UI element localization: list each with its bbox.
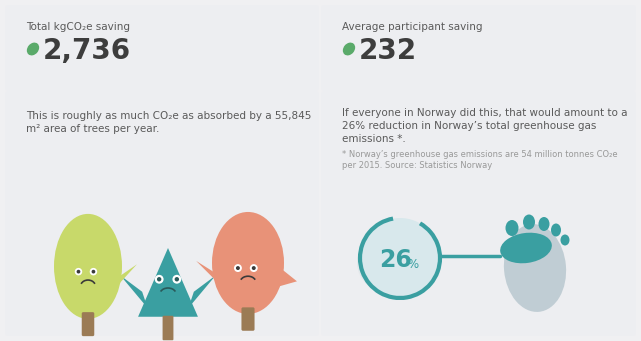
Text: 2,736: 2,736 xyxy=(43,37,131,65)
Circle shape xyxy=(157,277,162,281)
Circle shape xyxy=(174,277,179,281)
FancyBboxPatch shape xyxy=(321,5,636,91)
Text: m² area of trees per year.: m² area of trees per year. xyxy=(26,124,160,134)
Text: Average participant saving: Average participant saving xyxy=(342,22,483,32)
Text: 26% reduction in Norway’s total greenhouse gas: 26% reduction in Norway’s total greenhou… xyxy=(342,121,596,131)
Text: If everyone in Norway did this, that would amount to a: If everyone in Norway did this, that wou… xyxy=(342,108,628,118)
Text: per 2015. Source: Statistics Norway: per 2015. Source: Statistics Norway xyxy=(342,161,492,170)
Ellipse shape xyxy=(538,217,549,231)
Circle shape xyxy=(75,268,82,276)
Polygon shape xyxy=(121,276,147,308)
FancyBboxPatch shape xyxy=(163,316,174,340)
Text: This is roughly as much CO₂e as absorbed by a 55,845: This is roughly as much CO₂e as absorbed… xyxy=(26,111,312,121)
Text: emissions *.: emissions *. xyxy=(342,134,406,144)
Ellipse shape xyxy=(506,220,519,236)
Circle shape xyxy=(252,266,256,270)
Text: Total kgCO₂e saving: Total kgCO₂e saving xyxy=(26,22,130,32)
Circle shape xyxy=(172,275,181,284)
Ellipse shape xyxy=(343,43,355,56)
Ellipse shape xyxy=(551,223,561,237)
Text: %: % xyxy=(408,257,419,270)
Ellipse shape xyxy=(523,214,535,229)
Circle shape xyxy=(90,268,97,276)
FancyBboxPatch shape xyxy=(242,307,254,331)
Text: 232: 232 xyxy=(359,37,417,65)
Circle shape xyxy=(92,270,96,273)
FancyBboxPatch shape xyxy=(5,5,319,91)
Ellipse shape xyxy=(357,231,433,295)
Polygon shape xyxy=(138,248,198,317)
Circle shape xyxy=(250,264,258,272)
Polygon shape xyxy=(276,268,297,287)
Circle shape xyxy=(360,218,440,298)
Circle shape xyxy=(236,266,240,270)
Ellipse shape xyxy=(560,235,569,246)
Text: * Norway’s greenhouse gas emissions are 54 million tonnes CO₂e: * Norway’s greenhouse gas emissions are … xyxy=(342,150,618,159)
Text: 26: 26 xyxy=(379,248,412,272)
Ellipse shape xyxy=(500,233,552,263)
Ellipse shape xyxy=(212,212,284,314)
FancyBboxPatch shape xyxy=(82,312,94,336)
Ellipse shape xyxy=(27,43,39,56)
Circle shape xyxy=(234,264,242,272)
Polygon shape xyxy=(188,276,215,308)
Polygon shape xyxy=(114,264,137,290)
FancyBboxPatch shape xyxy=(321,91,636,336)
Circle shape xyxy=(154,275,163,284)
FancyBboxPatch shape xyxy=(5,91,319,336)
Ellipse shape xyxy=(504,224,566,312)
Ellipse shape xyxy=(54,214,122,319)
Polygon shape xyxy=(196,261,221,285)
Circle shape xyxy=(77,270,80,273)
